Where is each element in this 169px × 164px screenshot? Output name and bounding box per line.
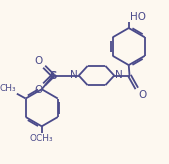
Text: O: O (138, 90, 147, 100)
Text: O: O (34, 85, 43, 95)
Text: O: O (34, 56, 43, 66)
Text: N: N (115, 70, 123, 80)
Text: S: S (49, 71, 57, 81)
Text: CH₃: CH₃ (0, 84, 16, 93)
Text: OCH₃: OCH₃ (30, 133, 54, 143)
Text: HO: HO (129, 12, 146, 22)
Text: N: N (70, 70, 78, 80)
